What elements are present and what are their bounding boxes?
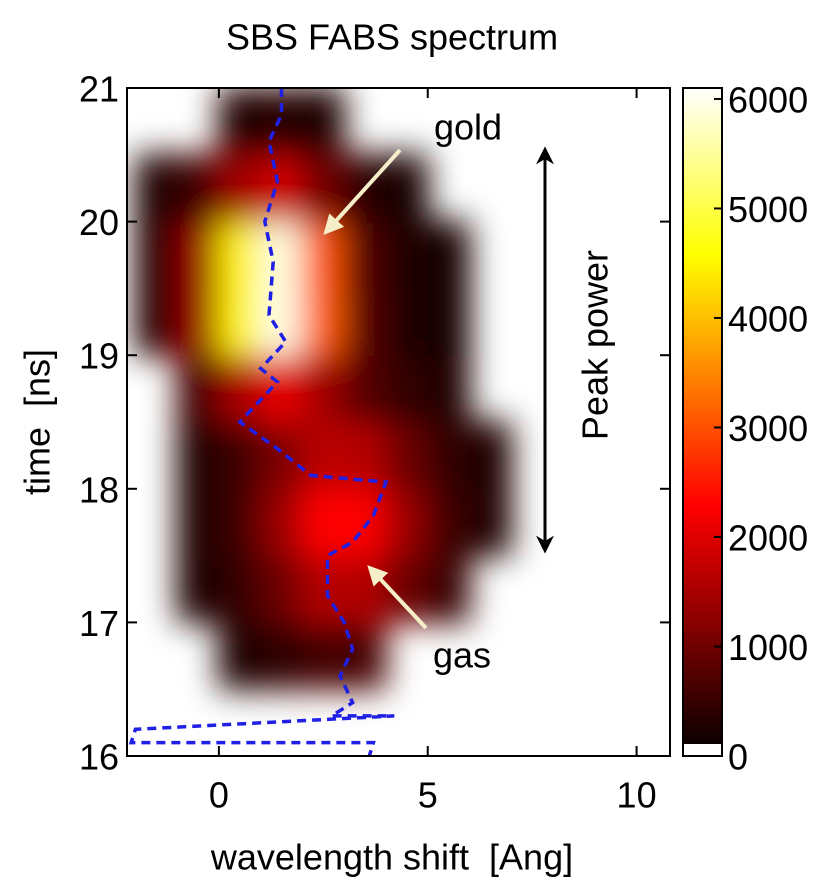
- heat-cell: [384, 287, 429, 357]
- heat-cell: [259, 220, 304, 290]
- y-axis-label: time [ns]: [17, 349, 58, 495]
- heat-cell: [426, 220, 471, 290]
- colorbar-tick-label: 4000: [728, 298, 808, 339]
- heat-cell: [176, 220, 220, 290]
- heat-cell: [217, 354, 262, 423]
- annotation: gas: [433, 635, 491, 676]
- heat-cell: [301, 554, 346, 624]
- heat-cell: [426, 421, 471, 490]
- heat-cell: [301, 421, 346, 490]
- x-axis-label: wavelength shift [Ang]: [210, 837, 573, 878]
- heat-cell: [301, 621, 346, 691]
- annotation: Peak power: [575, 250, 616, 440]
- heat-cell: [384, 487, 429, 557]
- heat-cell: [217, 621, 262, 691]
- y-tick-label: 17: [79, 603, 119, 644]
- heat-cell: [176, 287, 220, 357]
- heat-cell: [301, 88, 346, 156]
- heat-cell: [426, 554, 471, 624]
- heat-cell: [217, 220, 262, 290]
- heat-cell: [259, 621, 304, 691]
- heat-cell: [426, 354, 471, 423]
- colorbar-tick-label: 5000: [728, 189, 808, 230]
- annotation-arrow: [367, 565, 428, 630]
- y-tick-label: 16: [79, 737, 119, 778]
- heatmap: [134, 88, 513, 691]
- heat-cell: [134, 220, 179, 290]
- plot-frame: [126, 87, 671, 757]
- heat-cell: [134, 153, 179, 223]
- y-tick-label: 19: [79, 336, 119, 377]
- heat-cell: [217, 554, 262, 624]
- colorbar-tick-label: 0: [728, 737, 748, 778]
- heat-cell: [343, 354, 387, 423]
- y-tick-label: 21: [79, 69, 119, 110]
- chart-title: SBS FABS spectrum: [226, 17, 558, 58]
- heat-cell: [426, 487, 471, 557]
- heat-cell: [343, 421, 387, 490]
- heat-cell: [176, 421, 220, 490]
- colorbar-tick-label: 6000: [728, 79, 808, 120]
- x-tick-label: 5: [418, 775, 438, 816]
- annotation: gold: [434, 107, 502, 148]
- heat-cell: [468, 421, 513, 490]
- heat-cell: [176, 354, 220, 423]
- heatmap-cells: [134, 88, 513, 691]
- heat-cell: [176, 554, 220, 624]
- y-tick-label: 20: [79, 202, 119, 243]
- trace-line: [128, 88, 395, 756]
- heat-cell: [301, 354, 346, 423]
- heat-cell: [301, 487, 346, 557]
- heat-cell: [259, 153, 304, 223]
- colorbar-frame: [682, 87, 723, 757]
- heat-cell: [301, 287, 346, 357]
- heat-cell: [217, 487, 262, 557]
- heat-cell: [217, 287, 262, 357]
- heat-cell: [384, 354, 429, 423]
- x-tick-label: 10: [617, 775, 657, 816]
- heat-cell: [217, 88, 262, 156]
- heat-cell: [176, 487, 220, 557]
- heat-cell: [217, 153, 262, 223]
- trace-layer: [128, 88, 395, 756]
- colorbar-tick-label: 3000: [728, 408, 808, 449]
- annotation-arrow: [323, 148, 402, 235]
- heat-cell: [176, 153, 220, 223]
- y-tick-label: 18: [79, 469, 119, 510]
- heat-cell: [343, 554, 387, 624]
- heat-cell: [343, 287, 387, 357]
- heat-cell: [259, 487, 304, 557]
- heat-cell: [301, 153, 346, 223]
- colorbar-mask: [683, 744, 722, 756]
- heat-cell: [384, 153, 429, 223]
- heat-cell: [259, 354, 304, 423]
- colorbar-tick-label: 1000: [728, 627, 808, 668]
- heat-cell: [259, 88, 304, 156]
- heat-cell: [343, 220, 387, 290]
- heat-cell: [384, 220, 429, 290]
- heat-cell: [134, 287, 179, 357]
- x-tick-label: 0: [209, 775, 229, 816]
- heat-cell: [343, 621, 387, 691]
- heat-cell: [426, 287, 471, 357]
- heat-cell: [301, 220, 346, 290]
- heat-cell: [259, 421, 304, 490]
- colorbar: [683, 88, 722, 756]
- heat-cell: [468, 487, 513, 557]
- colorbar-tick-label: 2000: [728, 517, 808, 558]
- heat-cell: [384, 421, 429, 490]
- heat-cell: [259, 554, 304, 624]
